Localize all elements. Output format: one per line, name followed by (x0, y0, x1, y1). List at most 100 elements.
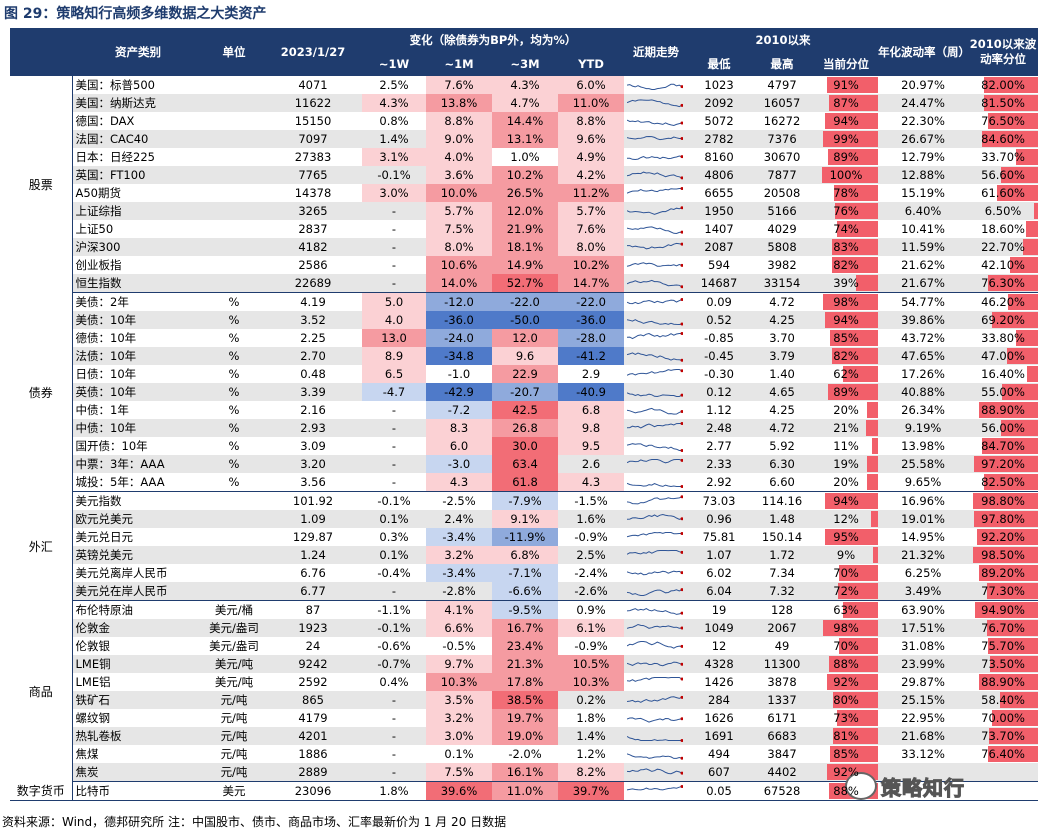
current-percentile-fill (838, 565, 879, 581)
annual-volatility: 21.68% (878, 727, 969, 745)
change-3m: -20.7 (492, 383, 558, 401)
change-1w: 5.0 (362, 292, 426, 311)
trend-sparkline (624, 419, 689, 437)
current-percentile-fill (830, 330, 879, 346)
latest-value: 3.39 (264, 383, 362, 401)
volatility-percentile-fill (999, 692, 1039, 708)
unit-cell: % (204, 473, 264, 492)
high-since-2010: 6.60 (750, 473, 815, 492)
latest-value: 3.20 (264, 455, 362, 473)
change-1m: 10.0% (426, 184, 492, 202)
change-1m: 9.7% (426, 655, 492, 673)
asset-name: 中债：10年 (72, 419, 204, 437)
volatility-percentile: 81.50% (968, 94, 1039, 112)
change-3m: 9.6 (492, 347, 558, 365)
change-1w: - (391, 258, 397, 272)
sparkline-icon (627, 242, 684, 250)
change-3m: -9.5% (492, 600, 558, 619)
unit-cell: 美元/吨 (204, 655, 264, 673)
change-ytd: 9.6% (558, 130, 625, 148)
current-percentile-fill (871, 511, 879, 527)
trend-sparkline (624, 655, 689, 673)
current-percentile: 99% (814, 130, 879, 148)
change-ytd: 0.2% (558, 691, 625, 709)
table-row: 英债：10年% 3.39 -4.7 -42.9 -20.7 -40.9 0.12 4.65 89… (10, 383, 1039, 401)
asset-name: 法债：10年 (72, 347, 204, 365)
change-1w: 0.1% (362, 510, 426, 528)
volatility-percentile-value: 73.50% (981, 657, 1025, 671)
change-1w: - (362, 455, 426, 473)
change-1m: 14.0% (426, 274, 492, 293)
current-percentile: 83% (814, 238, 879, 256)
low-since-2010: -0.85 (704, 331, 734, 345)
table-row: 中票：3年：AAA% 3.20- -3.0 63.4 2.6 2.33 6.30 19% 25.… (10, 455, 1039, 473)
current-percentile: 20% (814, 473, 879, 492)
volatility-percentile-value: 18.60% (981, 222, 1025, 236)
volatility-percentile: 89.20% (968, 564, 1039, 582)
table-row: 沪深300 4182-8.0% 18.1% 8.0% 2087 5808 83% 11.59%… (10, 238, 1039, 256)
current-percentile-value: 20% (833, 403, 859, 417)
volatility-percentile-fill (973, 511, 1039, 527)
change-1m: 3.2% (426, 546, 492, 564)
change-3m: 14.9% (492, 256, 558, 274)
trend-sparkline (624, 329, 688, 347)
current-percentile-value: 11% (833, 439, 859, 453)
latest-value: 4.19 (300, 295, 326, 309)
volatility-percentile: 76.40% (968, 745, 1039, 763)
current-percentile-value: 98% (833, 295, 859, 309)
header-since-2010: 2010以来 (688, 28, 879, 52)
asset-name: 美元兑日元 (75, 530, 134, 544)
sparkline-icon (627, 332, 684, 340)
current-percentile-value: 20% (833, 475, 859, 489)
change-1w: 2.5% (379, 78, 409, 92)
change-ytd: -40.9 (558, 383, 625, 401)
volatility-percentile-value: 47.00% (981, 349, 1025, 363)
sparkline-icon (627, 352, 684, 362)
change-3m: -11.9% (492, 528, 558, 546)
unit-cell: % (204, 455, 264, 473)
asset-name: 布伦特原油 (75, 603, 134, 617)
sparkline-icon (627, 695, 684, 703)
volatility-percentile-value: 97.20% (981, 457, 1025, 471)
sparkline-icon (627, 531, 684, 538)
volatility-percentile-fill (988, 638, 1039, 654)
change-1m: 6.0 (426, 437, 492, 455)
high-since-2010: 5808 (750, 238, 815, 256)
current-percentile-fill (827, 77, 879, 93)
change-3m: 12.0% (492, 202, 558, 220)
current-percentile: 91% (814, 76, 879, 94)
annual-volatility: 19.01% (878, 510, 969, 528)
volatility-percentile: 88.90% (968, 673, 1039, 691)
latest-value: 14378 (294, 186, 332, 200)
annual-volatility: 10.41% (901, 222, 945, 236)
annual-volatility (878, 781, 969, 801)
change-1w: 6.5 (362, 365, 426, 383)
unit-cell: % (204, 311, 264, 329)
trend-sparkline (624, 148, 688, 166)
current-percentile-fill (873, 547, 879, 563)
unit-cell: 元/吨 (220, 747, 248, 761)
high-since-2010: 1337 (750, 691, 815, 709)
unit-cell: % (204, 347, 264, 365)
volatility-percentile: 88.90% (968, 401, 1039, 419)
unit-cell: 美元/盎司 (209, 639, 259, 653)
low-since-2010: 4328 (688, 655, 751, 673)
current-percentile: 80% (814, 691, 879, 709)
volatility-percentile-value: 33.70% (981, 150, 1025, 164)
table-row: 欧元兑美元 1.09 0.1% 2.4% 9.1% 1.6% 0.96 1.48 12% 19.0… (10, 510, 1039, 528)
header-ytd: YTD (558, 52, 625, 76)
current-percentile-value: 87% (833, 96, 859, 110)
volatility-percentile-value: 81.50% (981, 96, 1025, 110)
current-percentile-fill (832, 348, 879, 364)
volatility-percentile-value: 88.90% (981, 675, 1025, 689)
unit-cell (204, 112, 264, 130)
unit-cell (204, 220, 264, 238)
unit-cell (204, 238, 264, 256)
change-1w: 0.3% (379, 530, 409, 544)
change-3m: 9.1% (492, 510, 558, 528)
annual-volatility: 24.47% (878, 94, 969, 112)
sparkline-icon (627, 570, 684, 576)
latest-value: 101.92 (292, 494, 334, 508)
annual-volatility: 17.51% (878, 619, 969, 637)
change-ytd: 11.2% (558, 184, 625, 202)
